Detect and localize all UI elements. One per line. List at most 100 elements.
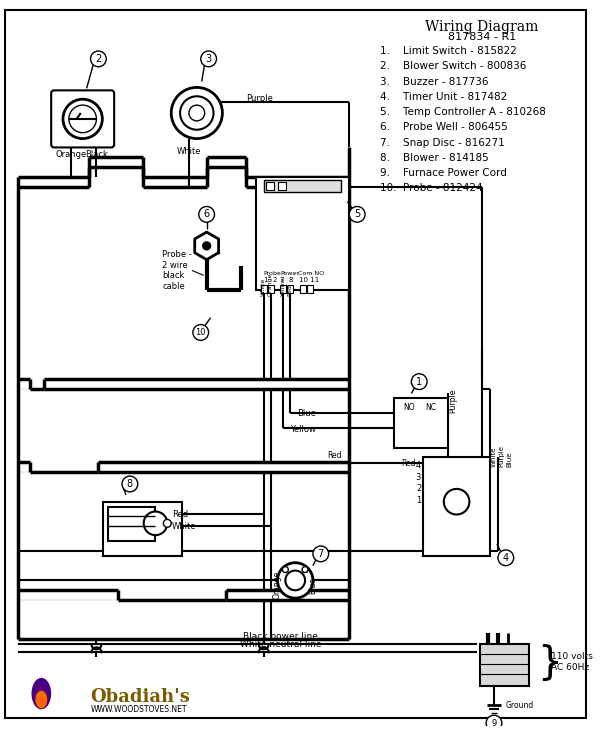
Circle shape [163,520,171,527]
Circle shape [412,374,427,389]
Text: 4.    Timer Unit - 817482: 4. Timer Unit - 817482 [380,92,507,102]
Circle shape [122,476,138,492]
Circle shape [203,242,211,250]
Text: 5.    Temp Controller A - 810268: 5. Temp Controller A - 810268 [380,107,546,117]
Circle shape [444,489,469,515]
Text: AC 60Hz: AC 60Hz [551,663,589,671]
Circle shape [302,567,308,572]
Text: 3: 3 [206,54,212,64]
Text: Obadiah's: Obadiah's [91,688,190,706]
Bar [266,182,274,190]
Text: 4: 4 [503,553,509,563]
Circle shape [199,207,215,222]
Text: Orange: Orange [273,571,282,600]
Text: 817834 - R1: 817834 - R1 [448,32,517,43]
Text: Purple: Purple [499,445,505,467]
Text: Purple: Purple [448,388,457,413]
Bar [300,285,306,293]
Text: Red: Red [172,510,188,519]
Text: White: White [261,278,266,296]
Text: 10: 10 [196,328,206,337]
Text: Orange: Orange [55,150,86,159]
Text: 9: 9 [491,718,497,728]
Text: NC: NC [425,403,437,412]
Text: 3: 3 [416,473,421,482]
Text: Probe: Probe [264,271,281,276]
Text: Red: Red [288,284,293,296]
Text: 2.    Blower Switch - 800836: 2. Blower Switch - 800836 [380,62,526,71]
Text: Power: Power [280,271,299,276]
Text: 3.    Buzzer - 817736: 3. Buzzer - 817736 [380,76,488,86]
Circle shape [201,51,217,67]
Text: NO: NO [404,403,415,412]
Bar [480,644,529,685]
Text: Com NO: Com NO [298,271,324,276]
Circle shape [498,550,514,566]
Text: 7: 7 [317,549,324,559]
Circle shape [193,325,209,340]
Circle shape [277,563,313,598]
Bar [287,285,293,293]
Text: Black power line: Black power line [243,633,318,641]
Bar [103,501,182,556]
Circle shape [171,87,223,139]
Text: Red: Red [328,452,342,460]
Text: Wiring Diagram: Wiring Diagram [425,21,539,34]
Text: 10 11: 10 11 [299,277,319,283]
Text: Black: Black [85,150,108,159]
Text: Yellow: Yellow [290,425,316,435]
Text: Purple: Purple [246,94,273,103]
Bar [280,285,286,293]
Text: White: White [176,147,201,156]
Text: 1  2: 1 2 [264,277,277,283]
Text: Red: Red [401,459,415,468]
Bar [264,180,341,192]
Circle shape [189,105,205,121]
Circle shape [286,570,305,590]
Text: Orange: Orange [268,273,273,296]
Text: 1.    Limit Switch - 815822: 1. Limit Switch - 815822 [380,46,517,56]
Text: 8: 8 [127,479,133,489]
Text: 8.    Blower - 814185: 8. Blower - 814185 [380,153,488,163]
Text: White neutral line: White neutral line [240,641,321,649]
Bar [256,177,349,290]
Ellipse shape [35,690,47,708]
FancyBboxPatch shape [51,90,114,147]
Text: 6.    Probe Well - 806455: 6. Probe Well - 806455 [380,122,508,133]
Bar [423,457,490,556]
Text: 7.    Snap Disc - 816271: 7. Snap Disc - 816271 [380,138,505,147]
Text: 1: 1 [416,496,421,505]
Text: 6: 6 [203,210,210,219]
Text: 9.    Furnace Power Cord: 9. Furnace Power Cord [380,168,507,178]
Circle shape [143,512,167,535]
Circle shape [69,105,97,133]
Text: 10.  Probe - 812424: 10. Probe - 812424 [380,183,482,194]
Circle shape [63,99,103,139]
Bar [307,285,313,293]
Bar [261,285,266,293]
Circle shape [349,207,365,222]
Text: Blue: Blue [297,408,316,418]
Bar [394,398,448,448]
Text: Ground: Ground [506,701,534,710]
Circle shape [180,96,214,130]
Circle shape [313,546,329,561]
Text: }: } [537,643,562,681]
Text: 1: 1 [416,377,422,386]
Text: Blue: Blue [308,577,317,594]
Bar [278,182,286,190]
Ellipse shape [31,678,51,710]
Circle shape [486,715,502,731]
Text: White: White [491,447,497,467]
Circle shape [283,567,289,572]
Circle shape [91,51,106,67]
Text: Blue: Blue [507,452,513,467]
Bar [108,507,155,541]
Bar [268,285,274,293]
Text: WWW.WOODSTOVES.NET: WWW.WOODSTOVES.NET [91,705,187,714]
Text: 2: 2 [95,54,101,64]
Text: 4: 4 [416,461,421,470]
Text: Probe -
2 wire
black
cable: Probe - 2 wire black cable [163,251,192,290]
Polygon shape [195,232,218,259]
Text: 7  8: 7 8 [280,277,294,283]
